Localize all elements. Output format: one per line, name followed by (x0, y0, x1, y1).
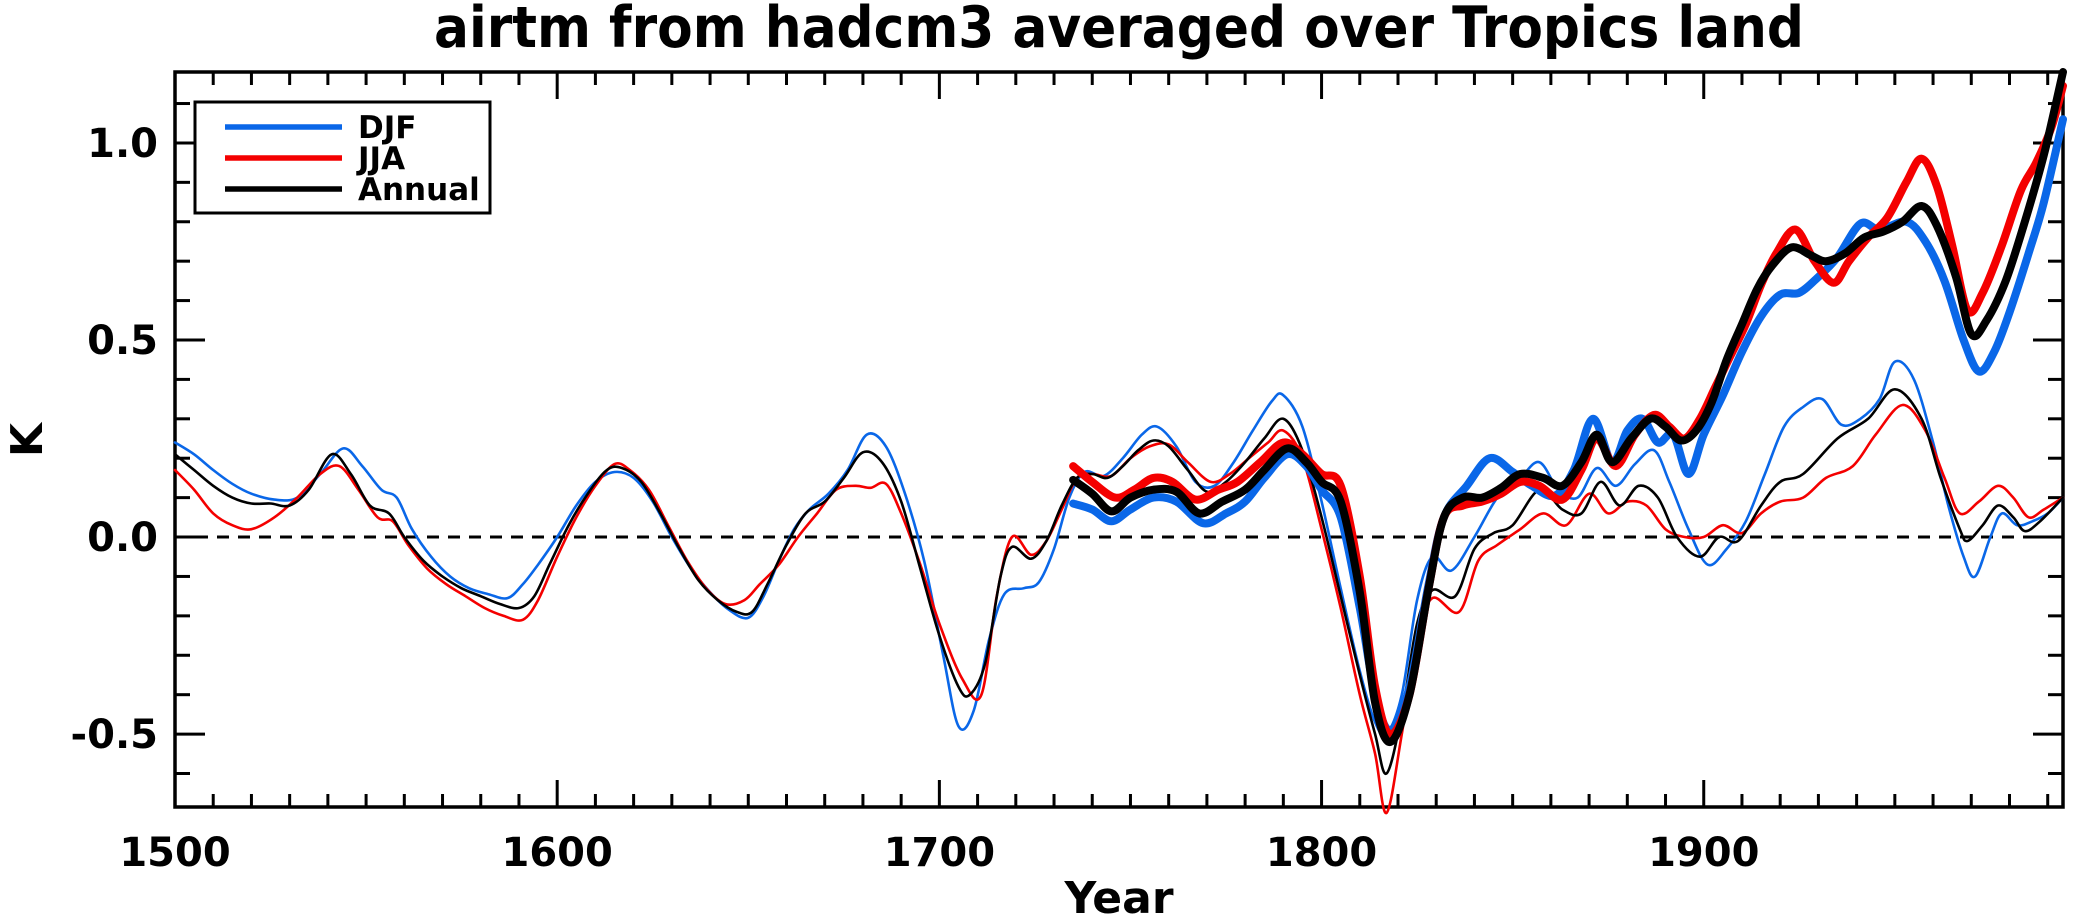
series-path-annual-allforcings-thick (1069, 68, 2067, 746)
tick-labels: 1500 1600 1700 1800 1900 -0.5 0.0 0.5 1.0 (71, 121, 1760, 876)
series-curves (173, 68, 2067, 815)
y-tick-label: 1.0 (87, 121, 158, 167)
y-tick-label: 0.0 (87, 515, 158, 561)
series-path-jja-allforcings-thick (1069, 81, 2067, 739)
legend: DJF JJA Annual (193, 100, 492, 215)
series-path-djf-allforcings-thick (1069, 115, 2067, 735)
y-axis-title: K (2, 421, 53, 457)
axis-ticks (175, 72, 2063, 807)
series-path-annual-natural-thin (173, 388, 2065, 775)
x-tick-label: 1700 (884, 830, 995, 876)
legend-label-annual: Annual (358, 172, 480, 208)
series-path-djf-natural-thin (173, 359, 2065, 737)
y-tick-label: 0.5 (87, 318, 158, 364)
legend-item-djf: DJF (225, 110, 416, 146)
x-tick-label: 1600 (502, 830, 613, 876)
legend-label-jja: JJA (356, 141, 405, 177)
legend-label-djf: DJF (358, 110, 416, 146)
series-path-jja-natural-thin (173, 403, 2065, 815)
y-tick-label: -0.5 (71, 712, 158, 758)
chart-title: airtm from hadcm3 averaged over Tropics … (434, 0, 1804, 61)
x-tick-label: 1500 (119, 830, 230, 876)
legend-item-jja: JJA (225, 141, 405, 177)
x-tick-label: 1800 (1266, 830, 1377, 876)
plot-frame (173, 70, 2065, 809)
legend-item-annual: Annual (225, 172, 480, 208)
x-axis-title: Year (1063, 873, 1173, 923)
x-tick-label: 1900 (1648, 830, 1759, 876)
